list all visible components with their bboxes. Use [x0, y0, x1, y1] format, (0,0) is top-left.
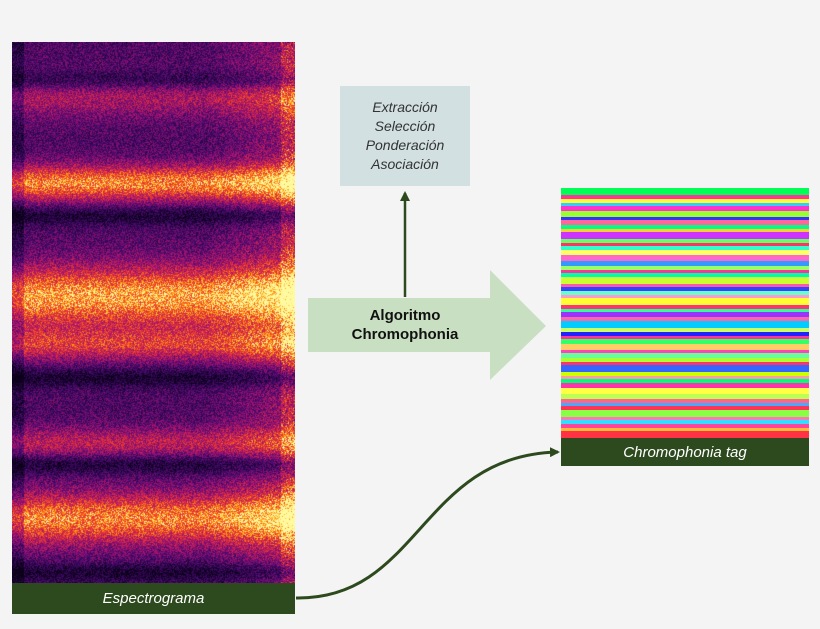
chromophonia-tag-stripes	[561, 188, 809, 438]
tag-stripe	[561, 419, 809, 425]
tag-stripe	[561, 245, 809, 251]
tag-stripe	[561, 228, 809, 232]
tag-stripe	[561, 265, 809, 270]
tag-stripe	[561, 321, 809, 328]
tag-stripe	[561, 375, 809, 379]
spectrogram-caption-bar: Espectrograma	[12, 583, 295, 614]
tag-stripe	[561, 242, 809, 246]
spectrogram-image	[12, 42, 295, 583]
tag-stripe	[561, 272, 809, 278]
tag-stripe	[561, 295, 809, 299]
process-step: Extracción	[372, 99, 438, 115]
tag-stripe	[561, 402, 809, 406]
tag-stripe	[561, 332, 809, 337]
tag-stripe	[561, 361, 809, 365]
tag-stripe	[561, 291, 809, 296]
tag-stripe	[561, 398, 809, 403]
tag-stripe	[561, 217, 809, 221]
tag-stripe	[561, 394, 809, 399]
tag-stripe	[561, 286, 809, 292]
algorithm-label: Algoritmo Chromophonia	[320, 303, 490, 347]
tag-stripe	[561, 203, 809, 207]
tag-stripe	[561, 428, 809, 432]
spectrogram-caption: Espectrograma	[102, 590, 205, 607]
process-step: Asociación	[371, 156, 439, 172]
tag-stripe	[561, 261, 809, 266]
tag-stripe	[561, 188, 809, 195]
tag-stripe	[561, 416, 809, 420]
tag-stripe	[561, 254, 809, 262]
tag-stripe	[561, 305, 809, 310]
chromophonia-tag-caption-bar: Chromophonia tag	[561, 438, 809, 466]
tag-stripe	[561, 405, 809, 411]
tag-stripe	[561, 206, 809, 211]
tag-stripe	[561, 424, 809, 429]
tag-stripe	[561, 410, 809, 417]
chromophonia-tag-caption: Chromophonia tag	[623, 443, 747, 461]
tag-stripe	[561, 231, 809, 239]
tag-stripe	[561, 383, 809, 388]
tag-stripe	[561, 238, 809, 243]
algorithm-arrow-shape	[308, 270, 546, 380]
tag-stripe	[561, 350, 809, 354]
tag-stripe	[561, 277, 809, 284]
tag-stripe	[561, 194, 809, 200]
tag-stripe	[561, 269, 809, 273]
process-step: Ponderación	[365, 137, 445, 153]
tag-stripe	[561, 250, 809, 255]
tag-stripe	[561, 343, 809, 351]
tag-stripe	[561, 431, 809, 438]
process-step: Selección	[374, 118, 436, 134]
tag-stripe	[561, 220, 809, 225]
tag-stripe	[561, 316, 809, 321]
tag-stripe	[561, 224, 809, 229]
algorithm-label-line2: Chromophonia	[351, 326, 459, 343]
algorithm-label-line1: Algoritmo	[369, 307, 441, 324]
tag-stripe	[561, 371, 809, 376]
tag-stripe	[561, 199, 809, 204]
process-box: Extracción Selección Ponderación Asociac…	[340, 86, 470, 186]
tag-stripe	[561, 387, 809, 395]
tag-stripe	[561, 364, 809, 372]
tag-stripe	[561, 353, 809, 358]
tag-stripe	[561, 339, 809, 344]
tag-stripe	[561, 283, 809, 287]
tag-stripe	[561, 327, 809, 333]
tag-stripe	[561, 336, 809, 340]
tag-stripe	[561, 210, 809, 218]
spectrogram-to-tag-connector	[295, 447, 560, 600]
tag-stripe	[561, 357, 809, 362]
tag-stripe	[561, 312, 809, 317]
tag-stripe	[561, 378, 809, 384]
tag-stripe	[561, 309, 809, 313]
tag-stripe	[561, 298, 809, 306]
